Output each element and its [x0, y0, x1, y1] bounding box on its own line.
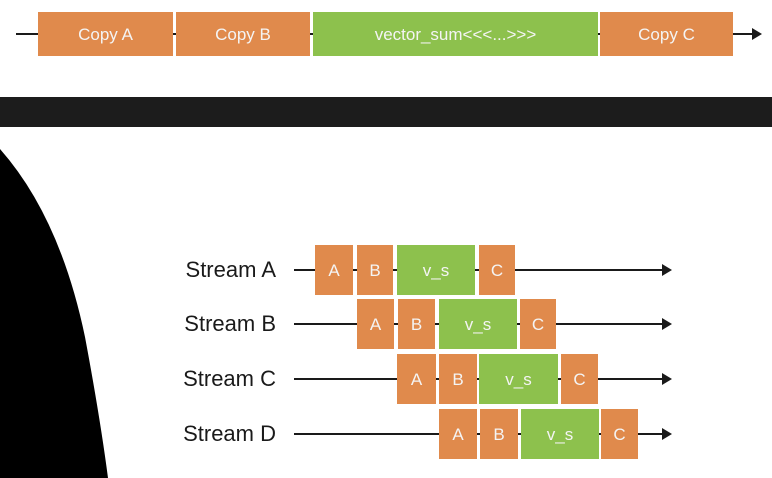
serial-step-box	[600, 12, 733, 56]
stream-step-label: C	[532, 315, 544, 334]
stream-step-box	[479, 354, 558, 404]
stream-step-box	[439, 409, 477, 459]
arrowhead-icon	[662, 318, 672, 330]
stream-step-label: v_s	[547, 425, 573, 444]
stream-step-box	[357, 299, 394, 349]
stream-step-label: C	[491, 261, 503, 280]
stream-step-label: B	[452, 370, 463, 389]
stream-step-box	[397, 245, 475, 295]
stream-step-box	[520, 299, 556, 349]
stream-label: Stream B	[184, 311, 276, 336]
stream-step-box	[601, 409, 638, 459]
black-slash-shape	[0, 127, 108, 478]
stream-label: Stream C	[183, 366, 276, 391]
arrowhead-icon	[662, 428, 672, 440]
serial-step-label: Copy C	[638, 25, 695, 44]
stream-label: Stream A	[186, 257, 277, 282]
serial-step-label: Copy B	[215, 25, 271, 44]
serial-timeline: Copy A Copy B vector_sum<<<...>>> Copy C	[16, 12, 762, 56]
stream-step-box	[561, 354, 598, 404]
stream-step-label: A	[452, 425, 464, 444]
stream-step-label: A	[328, 261, 340, 280]
stream-step-label: v_s	[465, 315, 491, 334]
stream-step-label: v_s	[423, 261, 449, 280]
stream-step-box	[357, 245, 393, 295]
arrowhead-icon	[662, 373, 672, 385]
serial-step-box	[313, 12, 598, 56]
stream-step-label: C	[573, 370, 585, 389]
serial-step-box	[176, 12, 310, 56]
serial-step-label: Copy A	[78, 25, 133, 44]
stream-step-label: B	[411, 315, 422, 334]
stream-step-label: A	[411, 370, 423, 389]
stream-step-box	[315, 245, 353, 295]
stream-step-box	[439, 299, 517, 349]
serial-step-label: vector_sum<<<...>>>	[375, 25, 537, 44]
stream-step-box	[480, 409, 518, 459]
stream-label: Stream D	[183, 421, 276, 446]
stream-step-box	[521, 409, 599, 459]
panel-divider	[0, 97, 772, 127]
stream-step-box	[397, 354, 436, 404]
stream-step-label: A	[370, 315, 382, 334]
stream-step-label: B	[493, 425, 504, 444]
stream-step-box	[439, 354, 477, 404]
stream-step-label: C	[613, 425, 625, 444]
serial-timeline-panel: Copy A Copy B vector_sum<<<...>>> Copy C	[0, 0, 772, 97]
stream-step-box	[479, 245, 515, 295]
stream-step-label: B	[369, 261, 380, 280]
stream-step-label: v_s	[505, 370, 531, 389]
arrowhead-icon	[752, 28, 762, 40]
arrowhead-icon	[662, 264, 672, 276]
serial-step-box	[38, 12, 173, 56]
stream-step-box	[398, 299, 435, 349]
